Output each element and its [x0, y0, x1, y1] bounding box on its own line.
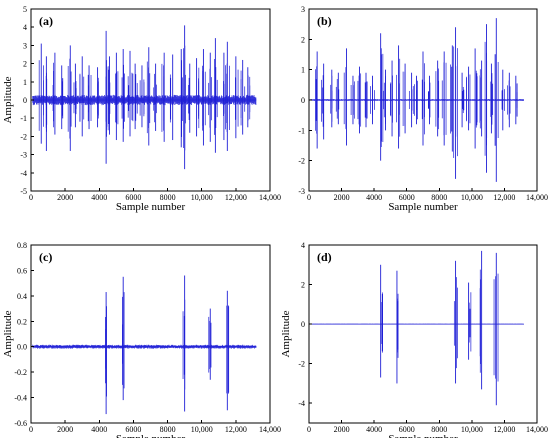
- x-tick-label: 10,000: [461, 425, 483, 434]
- y-axis-label: Amplitude: [2, 310, 14, 357]
- y-tick-label: 0: [301, 96, 305, 105]
- x-tick-label: 12,000: [493, 425, 515, 434]
- y-tick-label: -0.6: [14, 419, 27, 428]
- x-axis-label: Sample number: [116, 433, 186, 438]
- x-tick-label: 6000: [125, 425, 141, 434]
- x-tick-label: 12,000: [493, 193, 515, 202]
- y-tick-label: 1: [23, 78, 27, 87]
- x-tick-label: 6000: [125, 193, 141, 202]
- x-tick-label: 6000: [399, 425, 415, 434]
- x-tick-label: 12,000: [225, 425, 247, 434]
- x-axis-label: Sample number: [388, 201, 458, 213]
- plot-area: [310, 18, 524, 182]
- x-tick-label: 6000: [399, 193, 415, 202]
- y-axis-label: Amplitude: [280, 310, 292, 357]
- x-tick-label: 4000: [91, 425, 107, 434]
- plot-area: [310, 250, 524, 406]
- panel-1: 0 2000 4000 6000 8000 10,000 12,000 14,000 -5 -4 -…: [2, 5, 281, 213]
- y-tick-label: -2: [20, 132, 27, 141]
- y-tick-label: -3: [20, 151, 27, 160]
- x-tick-label: 10,000: [191, 193, 213, 202]
- axes-frame: [30, 244, 271, 424]
- panel-label: (d): [317, 250, 332, 264]
- x-tick-label: 4000: [366, 425, 382, 434]
- y-tick-label: -0.2: [14, 368, 27, 377]
- x-tick-label: 2000: [334, 193, 350, 202]
- y-tick-label: -4: [20, 169, 27, 178]
- x-tick-label: 14,000: [526, 193, 548, 202]
- x-tick-label: 8000: [160, 425, 176, 434]
- y-tick-label: 2: [301, 35, 305, 44]
- panel-label: (c): [39, 250, 52, 264]
- x-tick-label: 0: [29, 425, 33, 434]
- y-tick-label: 3: [301, 5, 305, 14]
- y-axis-label: Amplitude: [2, 76, 14, 123]
- y-tick-label: 0.0: [17, 343, 27, 352]
- y-tick-label: 3: [23, 41, 27, 50]
- x-tick-label: 0: [307, 425, 311, 434]
- y-tick-label: -4: [298, 399, 305, 408]
- x-tick-label: 2000: [334, 425, 350, 434]
- y-tick-label: 0.4: [17, 292, 27, 301]
- x-axis-label: Sample number: [388, 433, 458, 438]
- y-tick-label: -1: [20, 114, 27, 123]
- plot-area: [32, 25, 257, 170]
- y-tick-label: 0.8: [17, 241, 27, 250]
- panel-3: 0 2000 4000 6000 8000 10,000 12,000 14,000 -0.6 -…: [2, 241, 281, 438]
- x-axis-label: Sample number: [116, 201, 186, 213]
- y-tick-label: 2: [23, 60, 27, 69]
- y-tick-label: 2: [301, 281, 305, 290]
- x-tick-label: 4000: [366, 193, 382, 202]
- y-tick-label: -2: [298, 157, 305, 166]
- x-tick-label: 0: [29, 193, 33, 202]
- y-tick-label: 0.6: [17, 266, 27, 275]
- panel-4: 0 2000 4000 6000 8000 10,000 12,000 14,000 -4 -2 0…: [280, 241, 548, 438]
- y-tick-label: 0.2: [17, 317, 27, 326]
- y-tick-label: 4: [301, 241, 305, 250]
- y-tick-label: -1: [298, 126, 305, 135]
- x-tick-label: 0: [307, 193, 311, 202]
- plot-area: [32, 275, 257, 415]
- panel-label: (a): [39, 14, 53, 28]
- y-tick-label: 4: [23, 23, 27, 32]
- x-tick-label: 14,000: [259, 425, 281, 434]
- y-tick-label: -5: [20, 187, 27, 196]
- x-tick-label: 8000: [431, 425, 447, 434]
- panel-label: (b): [317, 14, 332, 28]
- panel-2: 0 2000 4000 6000 8000 10,000 12,000 14,000 -3 -2 -…: [298, 5, 548, 213]
- x-tick-label: 8000: [160, 193, 176, 202]
- x-tick-label: 4000: [91, 193, 107, 202]
- y-tick-label: 5: [23, 5, 27, 14]
- x-tick-label: 2000: [57, 193, 73, 202]
- x-tick-label: 14,000: [259, 193, 281, 202]
- y-tick-label: 1: [301, 66, 305, 75]
- x-tick-label: 2000: [57, 425, 73, 434]
- y-tick-label: 0: [23, 96, 27, 105]
- axes-frame: [308, 244, 538, 424]
- x-tick-label: 12,000: [225, 193, 247, 202]
- y-tick-label: -0.4: [14, 394, 27, 403]
- y-tick-label: -3: [298, 187, 305, 196]
- y-tick-label: -2: [298, 360, 305, 369]
- x-tick-label: 14,000: [526, 425, 548, 434]
- y-tick-label: 0: [301, 320, 305, 329]
- x-tick-label: 10,000: [461, 193, 483, 202]
- x-tick-label: 8000: [431, 193, 447, 202]
- x-tick-label: 10,000: [191, 425, 213, 434]
